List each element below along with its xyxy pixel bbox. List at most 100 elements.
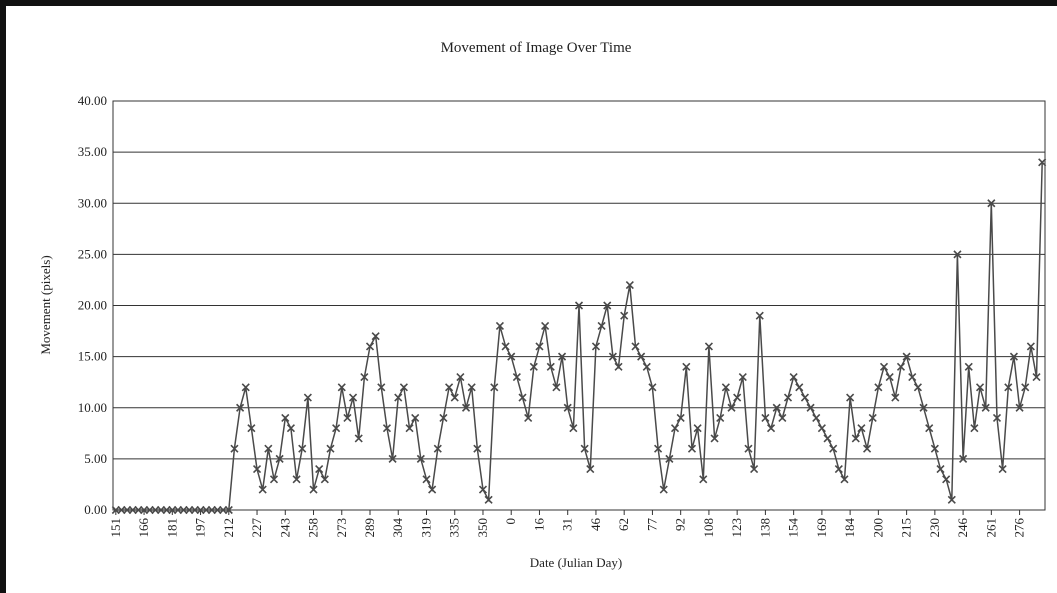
marker bbox=[829, 444, 838, 453]
x-tick-label: 123 bbox=[729, 518, 744, 538]
marker bbox=[919, 403, 928, 412]
marker bbox=[495, 321, 504, 331]
x-tick-label: 212 bbox=[221, 518, 236, 538]
marker bbox=[416, 454, 425, 463]
marker bbox=[761, 413, 770, 423]
marker bbox=[891, 393, 900, 402]
marker bbox=[778, 413, 787, 423]
marker bbox=[998, 465, 1007, 474]
marker bbox=[1038, 158, 1047, 167]
marker bbox=[281, 413, 290, 423]
marker bbox=[574, 301, 584, 310]
marker bbox=[303, 393, 312, 402]
marker bbox=[614, 362, 623, 371]
marker bbox=[964, 362, 973, 371]
marker bbox=[846, 393, 855, 402]
marker bbox=[275, 454, 284, 463]
x-tick-label: 227 bbox=[249, 518, 264, 538]
x-tick-label: 273 bbox=[334, 518, 349, 538]
marker bbox=[659, 485, 668, 494]
marker bbox=[727, 403, 736, 412]
marker bbox=[433, 444, 442, 453]
marker bbox=[467, 383, 476, 392]
marker bbox=[868, 413, 877, 423]
x-tick-label: 92 bbox=[673, 518, 688, 531]
marker bbox=[501, 342, 510, 351]
x-tick-label: 319 bbox=[418, 518, 433, 538]
x-tick-label: 200 bbox=[870, 518, 885, 538]
marker bbox=[992, 413, 1002, 423]
marker bbox=[399, 383, 408, 392]
marker bbox=[286, 424, 295, 433]
marker bbox=[461, 403, 471, 412]
marker bbox=[625, 280, 634, 290]
marker bbox=[360, 373, 369, 382]
marker bbox=[885, 373, 894, 382]
marker bbox=[654, 444, 663, 453]
marker bbox=[529, 362, 538, 371]
marker bbox=[834, 465, 843, 474]
marker bbox=[670, 424, 680, 433]
y-tick-label: 15.00 bbox=[78, 349, 107, 364]
marker bbox=[241, 383, 250, 392]
marker bbox=[608, 352, 617, 361]
marker bbox=[1015, 403, 1024, 412]
marker bbox=[953, 250, 962, 259]
marker bbox=[959, 454, 968, 463]
marker bbox=[710, 434, 719, 443]
marker bbox=[478, 485, 488, 494]
chart-title: Movement of Image Over Time bbox=[441, 40, 632, 56]
marker bbox=[721, 383, 730, 392]
marker bbox=[428, 485, 437, 494]
marker bbox=[512, 373, 521, 382]
x-tick-label: 0 bbox=[503, 518, 518, 525]
marker bbox=[738, 373, 747, 382]
x-tick-label: 108 bbox=[701, 518, 716, 538]
marker bbox=[343, 413, 352, 423]
marker bbox=[258, 485, 267, 494]
marker bbox=[337, 383, 346, 392]
marker bbox=[552, 383, 561, 392]
marker bbox=[473, 444, 482, 453]
marker bbox=[1032, 373, 1041, 382]
x-axis-label: Date (Julian Day) bbox=[530, 555, 622, 570]
marker bbox=[557, 352, 567, 361]
marker bbox=[789, 373, 798, 382]
x-tick-label: 184 bbox=[842, 518, 857, 538]
marker bbox=[518, 393, 527, 402]
marker bbox=[298, 444, 307, 453]
marker bbox=[970, 424, 979, 433]
marker bbox=[365, 342, 375, 351]
marker bbox=[1021, 383, 1030, 392]
marker bbox=[591, 342, 601, 351]
marker bbox=[942, 475, 951, 484]
marker bbox=[857, 424, 866, 433]
marker bbox=[490, 383, 499, 392]
marker bbox=[699, 475, 708, 484]
marker bbox=[230, 444, 239, 453]
x-tick-label: 197 bbox=[193, 518, 208, 538]
marker bbox=[817, 424, 826, 433]
marker bbox=[382, 424, 392, 433]
y-tick-label: 30.00 bbox=[78, 195, 107, 210]
marker bbox=[456, 373, 465, 382]
series-line bbox=[115, 162, 1043, 511]
marker bbox=[1009, 352, 1018, 361]
y-tick-label: 40.00 bbox=[78, 93, 107, 108]
y-tick-label: 35.00 bbox=[78, 144, 107, 159]
marker bbox=[783, 393, 793, 402]
x-tick-label: 276 bbox=[1012, 518, 1027, 538]
marker bbox=[484, 495, 493, 504]
x-tick-label: 230 bbox=[927, 518, 942, 538]
x-tick-label: 16 bbox=[531, 518, 546, 532]
marker bbox=[422, 475, 431, 484]
marker bbox=[863, 444, 872, 453]
marker bbox=[264, 444, 273, 453]
marker bbox=[704, 342, 713, 351]
x-tick-label: 215 bbox=[899, 518, 914, 538]
x-tick-label: 243 bbox=[277, 518, 292, 538]
marker bbox=[236, 403, 245, 412]
y-tick-label: 20.00 bbox=[78, 298, 107, 313]
x-tick-label: 138 bbox=[757, 518, 772, 538]
